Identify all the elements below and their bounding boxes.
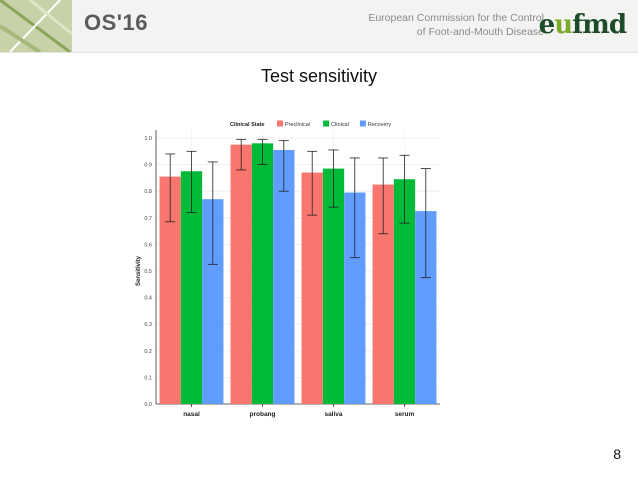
y-tick-label: 0.0 (144, 402, 152, 408)
x-tick-label-serum: serum (395, 411, 415, 418)
y-tick-label: 0.4 (144, 296, 152, 302)
y-tick-label: 0.9 (144, 163, 152, 169)
organization-name-line1: European Commission for the Control (368, 12, 544, 24)
bar-saliva-preclinical (301, 172, 323, 404)
y-tick-label: 0.3 (144, 322, 152, 328)
x-tick-label-saliva: saliva (324, 411, 342, 418)
legend-label-clinical: Clinical (331, 122, 349, 128)
y-tick-label: 0.8 (144, 189, 152, 195)
bar-serum-recovery (415, 211, 437, 404)
bar-nasal-clinical (180, 171, 203, 404)
y-tick-label: 1.0 (144, 136, 152, 142)
logo-mark: u (554, 10, 573, 40)
eufmd-logo: eufmd (538, 10, 627, 40)
bar-saliva-clinical (322, 168, 345, 404)
chart-svg: 0.0 0.1 0.2 0.3 0.4 0.5 0.6 0.7 0.8 0.9 1.0 nasal pr… (136, 120, 440, 418)
legend-swatch-preclinical (277, 120, 283, 127)
page-number: 8 (613, 446, 621, 462)
organization-name: European Commission for the Control of F… (344, 11, 544, 39)
conference-brand: OS'16 (84, 10, 148, 35)
bar-nasal-recovery (202, 199, 224, 404)
y-axis-label: Sensitivity (136, 255, 142, 286)
legend-swatch-clinical (323, 120, 330, 127)
sensitivity-bar-chart: 0.0 0.1 0.2 0.3 0.4 0.5 0.6 0.7 0.8 0.9 1.0 nasal pr… (130, 112, 448, 438)
bar-probang-clinical (251, 143, 274, 404)
logo-suffix: fmd (572, 10, 627, 40)
bar-probang-preclinical (230, 144, 252, 404)
x-tick-label-probang: probang (250, 411, 276, 418)
bar-nasal-preclinical (159, 176, 181, 404)
legend-swatch-recovery (359, 120, 366, 127)
x-tick-label-nasal: nasal (183, 411, 200, 418)
logo-prefix: e (538, 10, 556, 40)
organization-name-line2: of Foot-and-Mouth Disease (416, 26, 544, 38)
bar-serum-clinical (393, 179, 416, 404)
y-tick-label: 0.6 (144, 242, 152, 248)
legend-label-recovery: Recovery (368, 122, 391, 128)
header-banner: OS'16 European Commission for the Contro… (0, 0, 638, 53)
y-tick-label: 0.2 (144, 349, 152, 355)
bar-probang-recovery (273, 149, 295, 404)
legend-title: Clinical State (230, 122, 265, 128)
bar-saliva-recovery (344, 192, 366, 404)
bar-serum-preclinical (372, 184, 394, 404)
y-tick-label: 0.1 (144, 375, 152, 381)
y-tick-label: 0.7 (144, 216, 152, 222)
legend-label-preclinical: Preclinical (285, 122, 310, 128)
y-tick-label: 0.5 (144, 269, 152, 275)
slide-title: Test sensitivity (260, 66, 378, 86)
header-graphic-icon (0, 0, 72, 52)
